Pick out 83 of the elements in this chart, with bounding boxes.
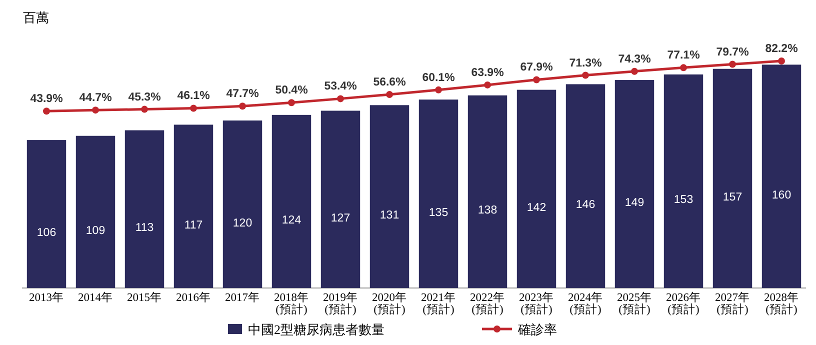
point bbox=[43, 108, 50, 115]
data-label: 135 bbox=[428, 206, 448, 219]
data-label: 117 bbox=[184, 219, 203, 232]
x-tick-label: 2020年 (預計) bbox=[372, 291, 407, 316]
point bbox=[680, 64, 687, 72]
data-label: 53.4% bbox=[324, 80, 357, 93]
bar bbox=[272, 114, 312, 288]
bar bbox=[762, 64, 802, 288]
point bbox=[92, 106, 99, 114]
bar bbox=[76, 136, 116, 288]
data-label: 131 bbox=[380, 210, 400, 222]
data-label: 149 bbox=[624, 197, 644, 210]
x-tick-label: 2026年 (預計) bbox=[666, 291, 701, 316]
data-label: 120 bbox=[232, 217, 252, 230]
bar bbox=[124, 130, 164, 288]
x-tick-label: 2028年 (預計) bbox=[764, 291, 799, 316]
bar bbox=[614, 80, 654, 288]
data-label: 46.1% bbox=[177, 90, 210, 102]
data-label: 60.1% bbox=[422, 72, 455, 84]
data-label: 146 bbox=[576, 199, 596, 212]
bar bbox=[712, 68, 752, 288]
data-label: 153 bbox=[674, 194, 694, 206]
data-label: 142 bbox=[526, 202, 546, 214]
data-label: 127 bbox=[330, 212, 350, 224]
data-label: 77.1% bbox=[667, 50, 700, 62]
bar bbox=[566, 84, 606, 288]
x-tick-label: 2017年 bbox=[225, 291, 260, 304]
bar bbox=[320, 110, 360, 288]
bar bbox=[370, 105, 410, 288]
point bbox=[729, 60, 736, 68]
x-tick-label: 2014年 bbox=[78, 291, 113, 304]
bar bbox=[468, 95, 508, 288]
y-axis-title: 百萬 bbox=[23, 10, 49, 25]
point bbox=[484, 81, 491, 88]
bar bbox=[516, 90, 556, 288]
bar bbox=[418, 100, 458, 288]
point bbox=[435, 86, 442, 94]
point bbox=[533, 76, 540, 84]
data-label: 79.7% bbox=[716, 46, 749, 58]
point bbox=[386, 91, 393, 98]
x-tick-label: 2016年 bbox=[176, 291, 211, 304]
point bbox=[141, 106, 148, 113]
bar bbox=[26, 140, 66, 288]
x-tick-label: 2024年 (預計) bbox=[568, 291, 603, 316]
bar bbox=[174, 124, 214, 288]
data-label: 106 bbox=[36, 227, 56, 240]
data-label: 160 bbox=[772, 189, 792, 202]
legend-label: 中國2型糖尿病患者數量 bbox=[248, 322, 384, 337]
point bbox=[631, 68, 638, 75]
point bbox=[337, 95, 344, 102]
x-tick-label: 2021年 (預計) bbox=[421, 291, 456, 316]
x-tick-label: 2022年 (預計) bbox=[470, 291, 505, 316]
data-label: 157 bbox=[722, 191, 742, 204]
legend-label: 確診率 bbox=[517, 322, 557, 337]
data-label: 56.6% bbox=[373, 76, 406, 88]
data-label: 71.3% bbox=[569, 57, 602, 70]
data-label: 67.9% bbox=[520, 62, 553, 74]
data-label: 138 bbox=[478, 204, 498, 217]
data-label: 124 bbox=[282, 214, 302, 226]
data-label: 113 bbox=[135, 222, 154, 234]
data-label: 47.7% bbox=[226, 88, 259, 100]
x-tick-label: 2023年 (預計) bbox=[519, 291, 554, 316]
bar bbox=[664, 74, 704, 288]
point bbox=[239, 102, 246, 110]
x-tick-label: 2027年 (預計) bbox=[715, 291, 750, 316]
x-tick-label: 2018年 (預計) bbox=[274, 291, 309, 316]
point bbox=[582, 72, 589, 79]
data-label: 50.4% bbox=[275, 84, 308, 97]
point bbox=[288, 99, 295, 106]
point bbox=[190, 104, 197, 112]
data-label: 43.9% bbox=[30, 93, 63, 106]
data-label: 63.9% bbox=[471, 66, 504, 79]
bar bbox=[222, 120, 262, 288]
x-tick-label: 2025年 (預計) bbox=[617, 291, 652, 316]
x-tick-label: 2019年 (預計) bbox=[323, 291, 358, 316]
data-label: 44.7% bbox=[79, 92, 112, 104]
x-tick-label: 2013年 bbox=[29, 291, 64, 304]
data-label: 109 bbox=[86, 224, 106, 237]
point bbox=[778, 58, 785, 65]
data-label: 82.2% bbox=[765, 43, 798, 56]
data-label: 45.3% bbox=[128, 91, 161, 104]
x-tick-label: 2015年 bbox=[127, 291, 162, 304]
data-label: 74.3% bbox=[618, 53, 651, 66]
